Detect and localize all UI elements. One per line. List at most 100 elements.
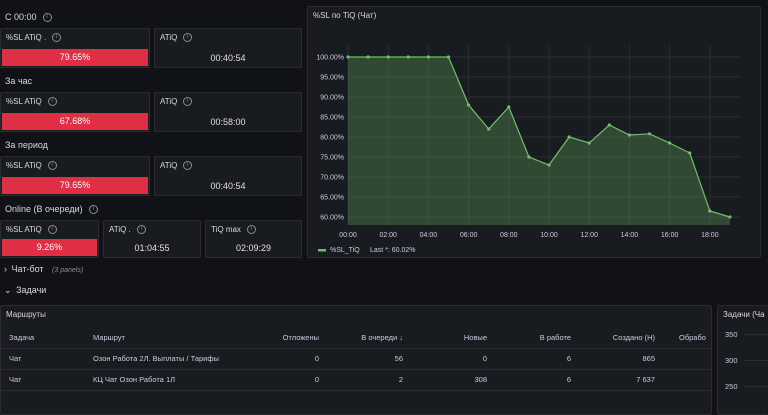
x-tick-label: 08:00 — [500, 232, 518, 239]
info-icon[interactable]: i — [47, 97, 57, 107]
panel-title: ATiQ — [160, 161, 178, 170]
stat-panel-atiq-online[interactable]: ATiQ . i 01:04:55 — [103, 220, 201, 258]
cell-task: Чат — [9, 354, 22, 363]
stat-panel-sl-atiq-period[interactable]: %SL ATiQ i 79.65% — [0, 156, 150, 196]
y-tick-label: 75.00% — [320, 155, 344, 162]
info-icon[interactable]: i — [88, 205, 98, 215]
stat-value: 00:40:54 — [210, 181, 246, 191]
row-panel-count: (3 panels) — [52, 267, 84, 274]
cell-in-queue: 2 — [398, 375, 403, 384]
data-point — [446, 55, 451, 59]
data-point — [386, 55, 390, 59]
info-icon[interactable]: i — [47, 161, 57, 171]
section-label-since-midnight: С 00:00 i — [5, 12, 52, 23]
info-icon[interactable]: i — [52, 33, 62, 43]
cell-in-work: 6 — [566, 354, 571, 363]
row-tasks[interactable]: ⌄ Задачи — [4, 285, 47, 295]
column-header-new[interactable]: Новые — [463, 333, 487, 342]
panel-title: ATiQ — [160, 97, 178, 106]
panel-title: ATiQ — [160, 33, 178, 42]
cell-new: 308 — [474, 375, 487, 384]
x-tick-label: 10:00 — [540, 232, 558, 239]
legend-swatch — [318, 249, 326, 252]
info-icon[interactable]: i — [42, 13, 52, 23]
info-icon[interactable]: i — [246, 225, 256, 235]
column-header-task[interactable]: Задача — [9, 333, 35, 342]
cell-postponed: 0 — [314, 375, 319, 384]
table-row[interactable]: Чат КЦ Чат Озон Работа 1Л 0 2 308 6 7 63… — [1, 369, 711, 391]
stat-panel-atiq-since-midnight[interactable]: ATiQ i 00:40:54 — [154, 28, 302, 68]
x-tick-label: 18:00 — [701, 232, 719, 239]
panel-title: Задачи (Ча — [723, 310, 765, 319]
y-tick-label: 60.00% — [320, 215, 344, 222]
panel-title: Маршруты — [6, 310, 46, 319]
stat-panel-sl-atiq-online[interactable]: %SL ATiQ i 9.26% — [0, 220, 99, 258]
data-point — [688, 151, 692, 155]
grid-line — [744, 360, 768, 361]
stat-panel-tiq-max-online[interactable]: TiQ max i 02:09:29 — [205, 220, 302, 258]
y-tick-label: 80.00% — [320, 135, 344, 142]
table-header: Задача Маршрут Отложены В очереди ↓ Новы… — [1, 326, 711, 349]
data-point — [607, 123, 611, 127]
stat-panel-sl-atiq-since-midnight[interactable]: %SL ATiQ . i 79.65% — [0, 28, 150, 68]
stat-value: 02:09:29 — [235, 243, 272, 253]
column-header-in-work[interactable]: В работе — [539, 333, 571, 342]
data-point — [587, 141, 591, 145]
x-tick-label: 14:00 — [621, 232, 639, 239]
column-header-route[interactable]: Маршрут — [93, 333, 125, 342]
info-icon[interactable]: i — [183, 97, 193, 107]
row-chatbot[interactable]: › Чат-бот (3 panels) — [4, 264, 84, 274]
data-point — [346, 55, 350, 59]
panel-title: %SL ATiQ — [6, 161, 42, 170]
table-row[interactable]: Чат Озон Работа 2Л. Выплаты / Тарифы 0 5… — [1, 348, 711, 370]
info-icon[interactable]: i — [183, 161, 193, 171]
stat-value: 9.26% — [2, 239, 97, 256]
grid-line — [744, 386, 768, 387]
info-icon[interactable]: i — [47, 225, 57, 235]
data-point — [366, 55, 370, 59]
cell-created: 7 637 — [636, 375, 655, 384]
x-tick-label: 12:00 — [580, 232, 598, 239]
data-point — [708, 209, 712, 213]
cell-in-work: 6 — [566, 375, 571, 384]
panel-title: ATiQ . — [109, 225, 131, 234]
column-header-processed[interactable]: Обрабо — [679, 333, 706, 342]
cell-postponed: 0 — [314, 354, 319, 363]
chevron-down-icon: ⌄ — [4, 285, 12, 295]
panel-title: %SL ATiQ — [6, 97, 42, 106]
column-header-postponed[interactable]: Отложены — [282, 333, 319, 342]
legend-last-value: Last *: 60.02% — [370, 247, 416, 254]
section-label-last-hour: За час — [5, 76, 33, 86]
data-point — [507, 105, 511, 109]
x-tick-label: 00:00 — [339, 232, 357, 239]
info-icon[interactable]: i — [136, 225, 146, 235]
data-point — [647, 132, 652, 136]
y-tick-label: 100.00% — [316, 55, 344, 62]
stat-panel-sl-atiq-last-hour[interactable]: %SL ATiQ i 67.68% — [0, 92, 150, 132]
y-tick-label: 95.00% — [320, 75, 344, 82]
column-header-in-queue[interactable]: В очереди ↓ — [361, 333, 403, 342]
y-tick-label: 70.00% — [320, 175, 344, 182]
column-header-created[interactable]: Создано (Н) — [612, 333, 655, 342]
y-tick-label: 350 — [725, 330, 738, 339]
data-point — [487, 127, 491, 131]
chevron-right-icon: › — [4, 264, 7, 274]
stat-value: 00:58:00 — [210, 117, 246, 127]
cell-task: Чат — [9, 375, 22, 384]
chart-title: %SL по TiQ (Чат) — [313, 11, 377, 20]
panel-title: %SL ATiQ . — [6, 33, 47, 42]
chart-panel-sl-tiq[interactable]: %SL по TiQ (Чат) 100.00% 95.00% 90.00% 85.0… — [307, 6, 761, 258]
info-icon[interactable]: i — [183, 33, 193, 43]
stat-value: 00:40:54 — [210, 53, 246, 63]
stat-panel-atiq-last-hour[interactable]: ATiQ i 00:58:00 — [154, 92, 302, 132]
data-point — [426, 55, 431, 59]
tasks-chart-panel[interactable]: Задачи (Ча 350 300 250 — [717, 305, 768, 415]
y-tick-label: 250 — [725, 382, 738, 391]
stat-value: 79.65% — [2, 177, 148, 194]
routes-table-panel[interactable]: Маршруты Задача Маршрут Отложены В очере… — [0, 305, 712, 415]
section-label-period: За период — [5, 140, 48, 150]
data-point — [406, 55, 410, 59]
series-line — [348, 56, 731, 218]
stat-panel-atiq-period[interactable]: ATiQ i 00:40:54 — [154, 156, 302, 196]
cell-route: Озон Работа 2Л. Выплаты / Тарифы — [93, 354, 219, 363]
